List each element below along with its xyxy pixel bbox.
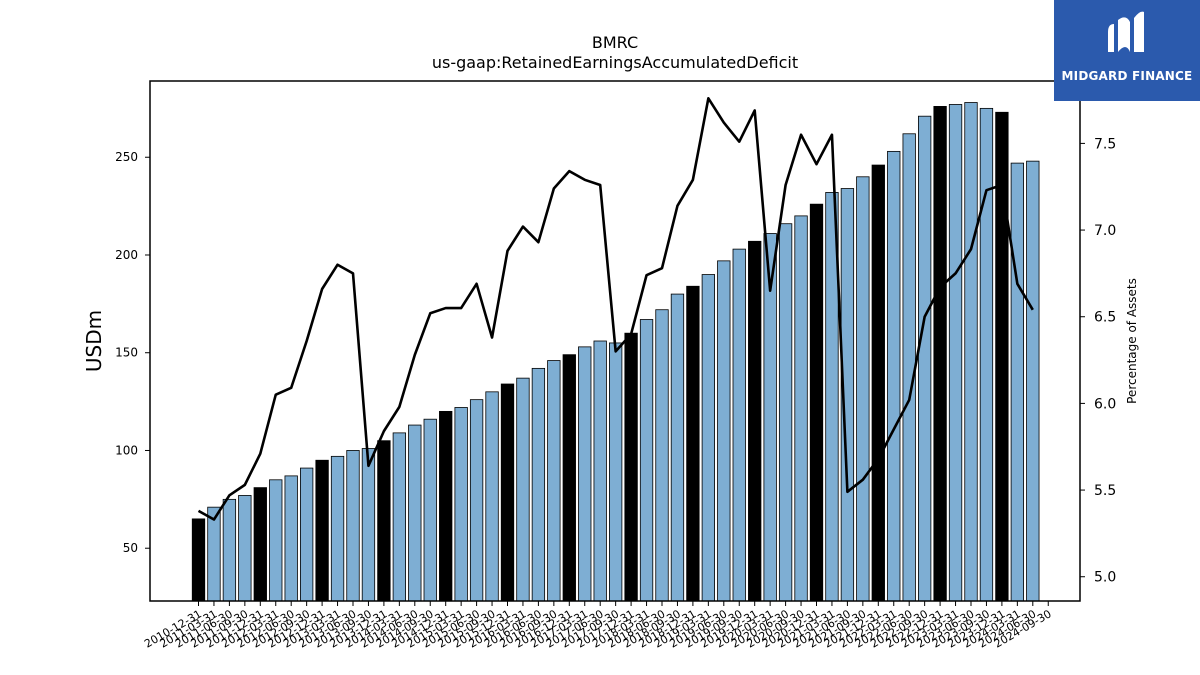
left-tick-label: 200 [115, 248, 138, 262]
right-axis: 5.0 5.5 6.0 6.5 7.0 7.5 [1080, 136, 1116, 586]
bar-2013-12-31 [377, 440, 391, 602]
bar-2020-06-30 [778, 223, 793, 602]
bar-2014-09-30 [423, 418, 437, 602]
right-tick-label: 5.5 [1094, 483, 1116, 499]
bar-2017-03-31 [578, 346, 592, 602]
bar-2020-09-30 [794, 215, 808, 602]
left-axis: 50 100 150 200 250 [115, 150, 150, 555]
right-tick-label: 5.0 [1094, 570, 1116, 586]
bar-2012-09-30 [299, 467, 314, 602]
plot-frame [149, 80, 1081, 602]
bar-2022-06-30 [902, 133, 916, 602]
bar-2023-06-30 [964, 102, 978, 602]
brand-name: MIDGARD FINANCE [1061, 69, 1193, 83]
right-tick-label: 7.5 [1094, 136, 1116, 152]
bar-2019-09-30 [732, 248, 746, 602]
bar-2014-12-31 [439, 410, 453, 602]
bar-2019-03-31 [701, 274, 715, 602]
bar-2016-06-30 [531, 367, 546, 602]
bar-2018-09-30 [670, 293, 685, 602]
bar-2022-09-30 [918, 115, 932, 602]
bar-2012-06-30 [284, 475, 298, 602]
midgard-logo-icon [1108, 11, 1144, 53]
right-tick-label: 6.0 [1094, 396, 1116, 412]
bar-2012-03-31 [269, 479, 283, 602]
bar-2023-09-30 [979, 107, 994, 602]
percentage-line [197, 97, 1034, 521]
chart-subtitle: us-gaap:RetainedEarningsAccumulatedDefic… [432, 53, 798, 72]
bar-2017-12-31 [624, 332, 638, 602]
bar-2015-12-31 [500, 383, 515, 602]
chart-title: BMRC [592, 33, 638, 52]
right-axis-label: Percentage of Assets [1125, 278, 1139, 404]
bar-2016-03-31 [516, 377, 530, 602]
right-tick-label: 6.5 [1094, 310, 1116, 326]
bar-2024-03-31 [1010, 162, 1024, 602]
bar-2021-12-31 [871, 164, 885, 602]
bar-2022-03-31 [887, 150, 901, 602]
bar-2022-12-31 [933, 106, 947, 602]
x-axis: 2010-12-312011-03-312011-06-302011-09-30… [142, 601, 1054, 651]
bar-2011-03-31 [207, 506, 221, 602]
left-tick-label: 150 [115, 346, 138, 360]
bar-2023-03-31 [948, 104, 963, 602]
line-layer [197, 97, 1034, 521]
bar-2013-06-30 [346, 450, 360, 602]
left-tick-label: 250 [115, 150, 138, 164]
bar-2019-06-30 [717, 260, 731, 602]
bar-2019-12-31 [748, 240, 762, 602]
bar-2018-03-31 [639, 319, 654, 602]
brand-logo: MIDGARD FINANCE [1054, 0, 1200, 101]
bar-2014-03-31 [392, 432, 407, 602]
bar-2011-12-31 [253, 487, 267, 602]
bar-2020-12-31 [809, 203, 824, 602]
bar-2016-12-31 [562, 354, 576, 602]
bar-2015-06-30 [469, 399, 484, 602]
bar-2015-03-31 [454, 407, 468, 602]
bar-2021-09-30 [856, 176, 870, 602]
right-tick-label: 7.0 [1094, 223, 1116, 239]
bar-2018-06-30 [655, 309, 669, 602]
bar-2013-09-30 [361, 448, 376, 602]
bar-2011-06-30 [222, 498, 237, 602]
left-axis-label: USDm [82, 310, 106, 372]
bar-2017-09-30 [609, 342, 623, 602]
bar-2024-06-30 [1026, 160, 1040, 602]
left-tick-label: 100 [115, 443, 138, 457]
bar-2018-12-31 [686, 285, 700, 602]
bar-2014-06-30 [408, 424, 422, 602]
bar-2016-09-30 [547, 360, 561, 602]
bar-2011-09-30 [238, 495, 252, 602]
left-tick-label: 50 [123, 541, 138, 555]
bar-2012-12-31 [315, 459, 329, 602]
bar-2017-06-30 [593, 340, 607, 602]
bar-2010-12-31 [191, 518, 206, 602]
bar-2015-09-30 [485, 391, 499, 602]
bar-2013-03-31 [330, 455, 345, 602]
